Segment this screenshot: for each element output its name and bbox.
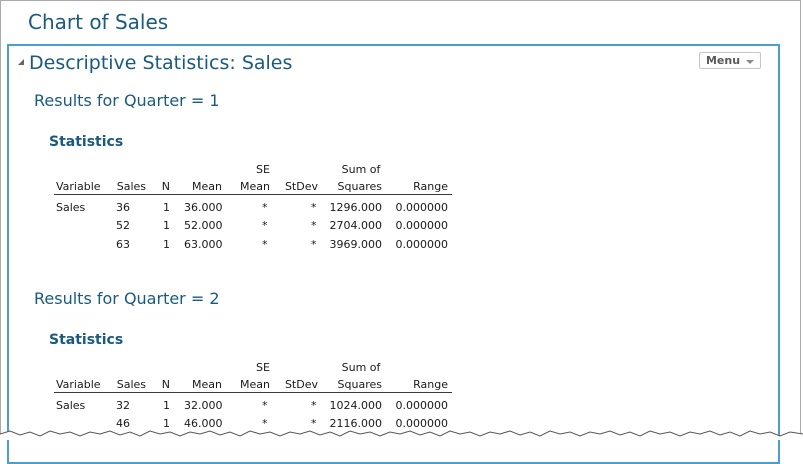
cell-se-mean: * [262,219,268,232]
col-mean: Mean [192,180,222,193]
col-se-line2: Mean [240,180,270,193]
window-title: Chart of Sales [28,10,169,34]
cell-range: 0.000000 [395,238,449,251]
col-n: N [161,378,170,391]
cell-mean: 32.000 [184,399,223,412]
results-heading-q2: Results for Quarter = 2 [34,289,220,308]
cell-range: 0.000000 [395,399,449,412]
col-ss-line2: Squares [337,378,382,391]
collapse-triangle-icon[interactable] [18,59,24,65]
cell-mean: 36.000 [184,201,223,214]
menu-button[interactable]: Menu [699,52,761,69]
header-rule [54,392,452,393]
panel-title: Descriptive Statistics: Sales [29,52,293,74]
cell-sales: 46 [116,417,130,430]
col-sales: Sales [116,180,146,193]
col-stdev: StDev [284,378,318,391]
cell-ss: 2116.000 [329,417,383,430]
cell-range: 0.000000 [395,201,449,214]
cell-mean: 52.000 [184,219,223,232]
chevron-down-icon [746,59,755,64]
cell-stdev: * [311,417,317,430]
cell-ss: 1296.000 [329,201,383,214]
cell-range: 0.000000 [395,219,449,232]
cell-stdev: * [311,399,317,412]
cell-variable: Sales [56,201,86,214]
cell-se-mean: * [262,201,268,214]
cell-sales: 63 [116,238,130,251]
cell-n: 1 [163,219,170,232]
cell-ss: 1024.000 [329,399,383,412]
cell-se-mean: * [262,238,268,251]
col-variable: Variable [56,378,101,391]
cell-sales: 36 [116,201,130,214]
col-se-line1: SE [256,163,270,176]
cell-ss: 2704.000 [329,219,383,232]
cell-variable: Sales [56,399,86,412]
cell-se-mean: * [262,399,268,412]
cell-ss: 3969.000 [329,238,383,251]
statistics-title-q1: Statistics [49,134,124,150]
cell-n: 1 [163,238,170,251]
col-ss-line1: Sum of [341,163,381,176]
cell-mean: 63.000 [184,238,223,251]
col-range: Range [413,180,448,193]
cell-mean: 46.000 [184,417,223,430]
cell-stdev: * [311,238,317,251]
col-ss-line2: Squares [337,180,382,193]
col-variable: Variable [56,180,101,193]
torn-edge [0,430,803,440]
col-stdev: StDev [284,180,318,193]
col-se-line2: Mean [240,378,270,391]
cell-range: 0.000000 [395,417,449,430]
cell-n: 1 [163,201,170,214]
output-window [0,0,801,440]
cell-sales: 52 [116,219,130,232]
col-se-line1: SE [256,361,270,374]
cell-n: 1 [163,399,170,412]
cell-stdev: * [311,201,317,214]
cell-stdev: * [311,219,317,232]
header-rule [54,194,452,195]
cell-se-mean: * [262,417,268,430]
menu-button-label: Menu [705,54,741,67]
col-n: N [161,180,170,193]
col-ss-line1: Sum of [341,361,381,374]
cell-n: 1 [163,417,170,430]
results-heading-q1: Results for Quarter = 1 [34,91,220,110]
statistics-title-q2: Statistics [49,332,124,348]
cell-sales: 32 [116,399,130,412]
col-sales: Sales [116,378,146,391]
col-range: Range [413,378,448,391]
col-mean: Mean [192,378,222,391]
